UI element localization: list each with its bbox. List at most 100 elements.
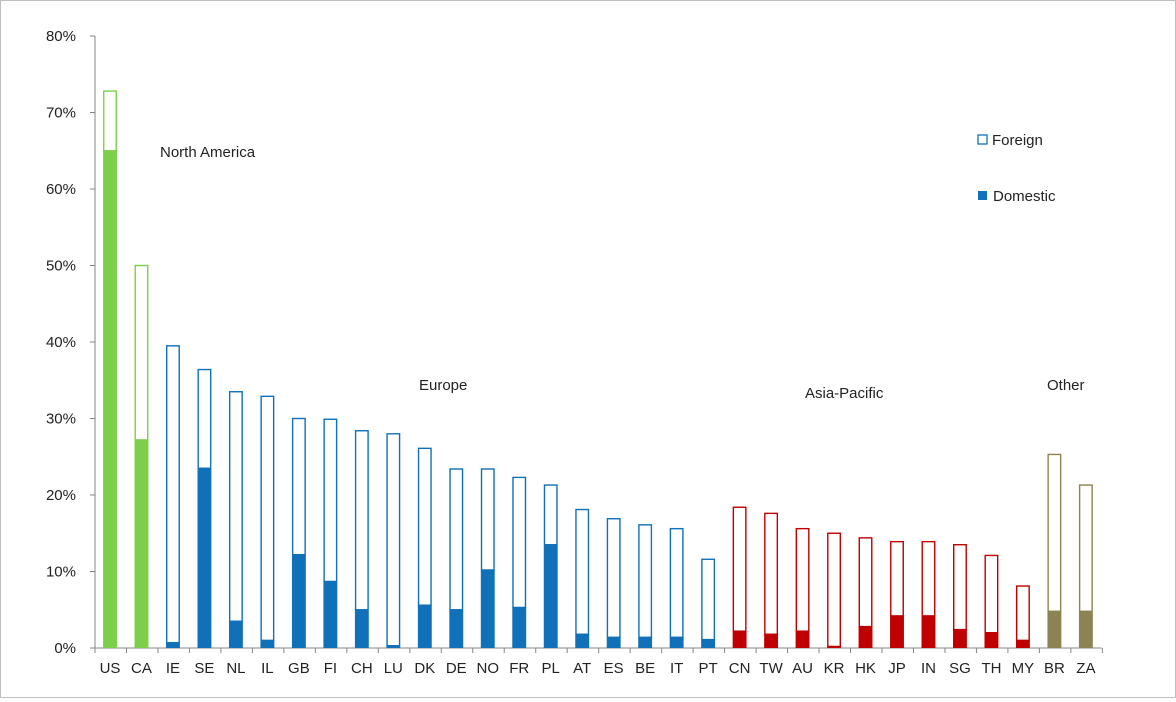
x-tick-label-se: SE bbox=[194, 660, 214, 677]
bar-domestic-gb bbox=[291, 554, 306, 648]
bar-foreign-ie bbox=[166, 345, 180, 644]
bar-domestic-it bbox=[669, 637, 684, 648]
x-tick-label-cn: CN bbox=[729, 660, 751, 677]
x-tick-label-nl: NL bbox=[226, 660, 245, 677]
x-tick-label-za: ZA bbox=[1076, 660, 1095, 677]
y-tick-label: 10% bbox=[46, 564, 76, 581]
legend-item-domestic: Domestic bbox=[978, 188, 1056, 205]
bar-domestic-jp bbox=[890, 615, 904, 648]
bar-domestic-ie bbox=[166, 642, 180, 648]
y-tick-label: 80% bbox=[46, 28, 76, 45]
bar-foreign-pt bbox=[701, 558, 716, 641]
bar-foreign-us bbox=[103, 90, 117, 152]
x-tick-label-lu: LU bbox=[384, 660, 403, 677]
bar-domestic-pt bbox=[701, 639, 716, 648]
bar-foreign-za bbox=[1078, 484, 1093, 612]
y-tick-label: 60% bbox=[46, 181, 76, 198]
bar-foreign-es bbox=[606, 518, 621, 638]
x-tick-label-hk: HK bbox=[855, 660, 876, 677]
legend-label-foreign: Foreign bbox=[992, 132, 1043, 149]
x-tick-label-pt: PT bbox=[699, 660, 718, 677]
bar-foreign-th bbox=[984, 554, 999, 634]
bar-foreign-gb bbox=[291, 417, 306, 556]
x-tick-label-th: TH bbox=[981, 660, 1001, 677]
bar-domestic-sg bbox=[953, 629, 967, 648]
bar-foreign-kr bbox=[827, 532, 841, 648]
bar-domestic-il bbox=[260, 640, 275, 648]
bar-foreign-lu bbox=[386, 433, 401, 647]
bar-domestic-de bbox=[449, 609, 464, 648]
x-tick-label-be: BE bbox=[635, 660, 655, 677]
bar-foreign-pl bbox=[543, 484, 558, 546]
bar-domestic-lu bbox=[386, 645, 401, 648]
y-tick-label: 30% bbox=[46, 411, 76, 428]
bar-domestic-in bbox=[921, 615, 936, 648]
bar-foreign-tw bbox=[764, 512, 779, 635]
bar-domestic-be bbox=[638, 637, 653, 648]
bar-domestic-fr bbox=[512, 607, 527, 648]
x-tick-label-at: AT bbox=[573, 660, 591, 677]
bar-domestic-ch bbox=[354, 609, 369, 648]
x-tick-label-fi: FI bbox=[324, 660, 337, 677]
bar-foreign-hk bbox=[858, 537, 873, 628]
bar-foreign-sg bbox=[953, 544, 967, 631]
bar-foreign-at bbox=[575, 508, 590, 635]
legend-item-foreign: Foreign bbox=[977, 132, 1043, 149]
bar-foreign-fr bbox=[512, 476, 527, 609]
x-tick-label-br: BR bbox=[1044, 660, 1065, 677]
bar-foreign-ch bbox=[354, 430, 369, 611]
bar-domestic-za bbox=[1078, 611, 1093, 648]
x-axis: US CA IE SE NL IL GB FI CH LU DK DE NO FR PL AT ES BE IT PT… bbox=[94, 647, 1103, 677]
bar-domestic-au bbox=[795, 631, 810, 648]
bar-domestic-hk bbox=[858, 626, 873, 648]
x-tick-label-es: ES bbox=[604, 660, 624, 677]
bars bbox=[103, 90, 1093, 648]
bar-domestic-cn bbox=[732, 631, 747, 648]
bar-domestic-at bbox=[575, 634, 590, 648]
bar-domestic-br bbox=[1047, 611, 1062, 648]
x-tick-label-ca: CA bbox=[131, 660, 152, 677]
group-label-europe: Europe bbox=[419, 377, 467, 394]
x-tick-label-it: IT bbox=[670, 660, 683, 677]
bar-domestic-ca bbox=[134, 439, 149, 648]
bar-foreign-no bbox=[480, 468, 495, 571]
bar-foreign-br bbox=[1047, 453, 1062, 612]
x-tick-label-gb: GB bbox=[288, 660, 310, 677]
bar-domestic-nl bbox=[228, 621, 243, 648]
bar-domestic-tw bbox=[764, 634, 779, 648]
bar-domestic-kr bbox=[827, 646, 841, 648]
bar-foreign-ca bbox=[134, 264, 149, 441]
bar-domestic-es bbox=[606, 637, 621, 648]
group-label-asia-pacific: Asia-Pacific bbox=[805, 385, 884, 402]
bar-foreign-nl bbox=[228, 391, 243, 622]
x-tick-label-my: MY bbox=[1012, 660, 1035, 677]
x-tick-label-ie: IE bbox=[166, 660, 180, 677]
legend: Foreign Domestic bbox=[977, 132, 1056, 205]
group-label-north-america: North America bbox=[160, 144, 256, 161]
bar-domestic-us bbox=[103, 150, 117, 648]
x-tick-label-pl: PL bbox=[542, 660, 560, 677]
x-tick-label-no: NO bbox=[477, 660, 500, 677]
y-axis: 0% 10% 20% 30% 40% 50% 60% 70% 80% bbox=[46, 28, 96, 657]
bar-foreign-dk bbox=[417, 447, 432, 606]
y-tick-label: 50% bbox=[46, 258, 76, 275]
x-tick-label-us: US bbox=[100, 660, 121, 677]
x-tick-label-jp: JP bbox=[888, 660, 906, 677]
x-tick-label-ch: CH bbox=[351, 660, 373, 677]
legend-swatch-foreign bbox=[977, 134, 988, 145]
y-tick-label: 40% bbox=[46, 334, 76, 351]
bar-domestic-my bbox=[1015, 640, 1030, 648]
group-labels: North America Europe Asia-Pacific Other bbox=[160, 144, 1085, 402]
bar-foreign-fi bbox=[323, 418, 338, 583]
y-tick-label: 0% bbox=[54, 640, 76, 657]
x-tick-label-tw: TW bbox=[759, 660, 783, 677]
bar-domestic-se bbox=[197, 468, 212, 648]
bar-domestic-dk bbox=[417, 605, 432, 648]
bar-foreign-be bbox=[638, 524, 653, 638]
x-tick-label-dk: DK bbox=[414, 660, 435, 677]
group-label-other: Other bbox=[1047, 377, 1085, 394]
bar-foreign-it bbox=[669, 527, 684, 638]
bar-domestic-pl bbox=[543, 544, 558, 648]
